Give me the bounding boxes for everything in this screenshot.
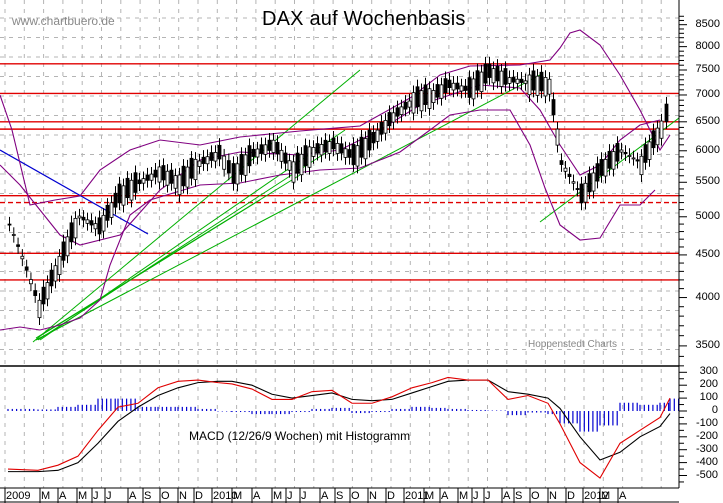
time-tick-label: J (106, 490, 112, 502)
grid (0, 0, 679, 488)
price-tick-label: 4000 (695, 290, 720, 303)
macd-label: MACD (12/26/9 Wochen) mit Histogramm (189, 429, 411, 443)
time-tick-label: J (287, 490, 293, 502)
time-tick-label: O (161, 490, 170, 502)
time-tick-label: D (387, 490, 395, 502)
time-tick-label: 2010 (213, 490, 238, 502)
macd-tick-label: -300 (695, 442, 718, 455)
time-tick-label: M (425, 490, 435, 502)
macd-tick-label: -400 (695, 455, 718, 468)
time-tick-label: A (321, 490, 329, 502)
macd-tick-label: -200 (695, 429, 718, 442)
macd-tick-label: -500 (695, 468, 718, 481)
time-tick-label: A (619, 490, 627, 502)
watermark: www.chartbuero.de (12, 14, 115, 28)
price-tick-label: 6000 (695, 143, 720, 156)
macd-tick-label: -100 (695, 416, 718, 429)
price-tick-label: 3500 (695, 338, 720, 351)
price-tick-label: 5500 (695, 175, 720, 188)
chart-frame (0, 0, 687, 503)
time-tick-label: S (515, 490, 523, 502)
time-tick-label: M (459, 490, 469, 502)
time-tick-label: S (336, 490, 344, 502)
price-tick-label: 4500 (695, 247, 720, 260)
time-tick-label: S (144, 490, 152, 502)
time-tick-label: J (473, 490, 479, 502)
price-tick-label: 8500 (695, 17, 720, 30)
time-tick-label: J (485, 490, 491, 502)
time-tick-label: A (441, 490, 449, 502)
macd-panel (7, 376, 680, 479)
macd-tick-label: 200 (699, 378, 718, 391)
time-tick-label: M (78, 490, 88, 502)
price-tick-label: 8000 (695, 39, 720, 52)
time-tick-label: M (41, 490, 51, 502)
time-tick-label: A (253, 490, 261, 502)
time-tick-label: N (549, 490, 557, 502)
time-tick-label: M (273, 490, 283, 502)
price-tick-label: 6500 (695, 114, 720, 127)
time-tick-label: O (531, 490, 540, 502)
time-tick-label: N (369, 490, 377, 502)
price-tick-label: 7000 (695, 87, 720, 100)
candlesticks (7, 56, 669, 325)
time-tick-label: 2009 (6, 490, 31, 502)
time-tick-label: A (503, 490, 511, 502)
macd-tick-label: 100 (699, 391, 718, 404)
time-tick-label: A (59, 490, 67, 502)
price-tick-label: 5000 (695, 209, 720, 222)
time-tick-label: J (301, 490, 307, 502)
time-tick-label: D (567, 490, 575, 502)
time-tick-label: N (179, 490, 187, 502)
time-tick-label: D (195, 490, 203, 502)
macd-tick-label: 300 (699, 365, 718, 378)
source-label: Hoppenstedt Charts (528, 339, 617, 350)
time-tick-label: 2011 (405, 490, 429, 502)
time-tick-label: J (93, 490, 99, 502)
time-tick-label: M (233, 490, 243, 502)
macd-tick-label: 0 (711, 404, 718, 416)
time-tick-label: 2012 (584, 490, 609, 502)
price-tick-label: 7500 (695, 62, 720, 75)
time-tick-label: O (351, 490, 360, 502)
time-tick-label: A (129, 490, 137, 502)
time-tick-label: M (601, 490, 611, 502)
chart-title: DAX auf Wochenbasis (262, 8, 466, 30)
